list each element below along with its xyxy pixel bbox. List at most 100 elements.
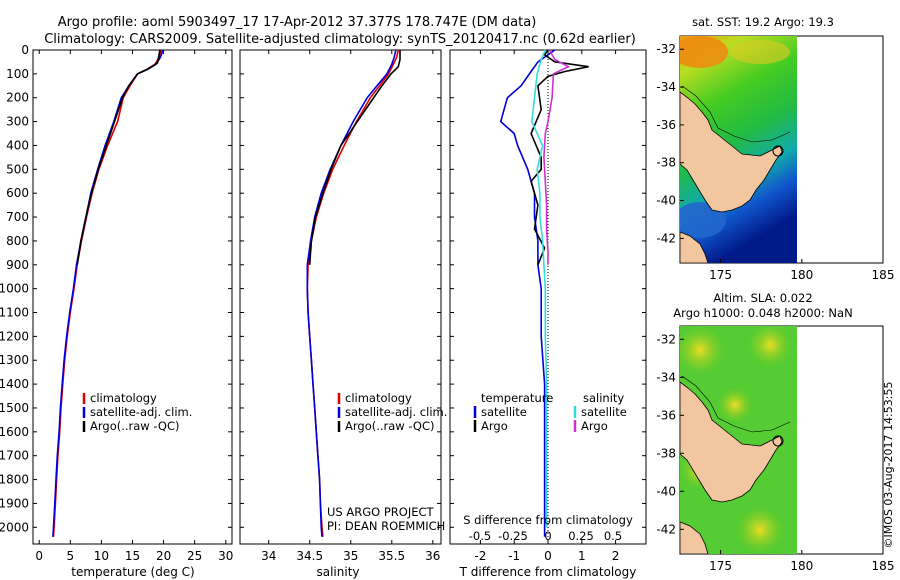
series-line <box>308 50 401 265</box>
x-tick-label: 35.5 <box>378 549 405 563</box>
s-difference-axis: -0.5 -0.25 0 0.25 0.5 <box>469 529 622 543</box>
depth-tick-label: 500 <box>6 162 29 176</box>
sst-warm-patch <box>680 36 728 68</box>
legend-label: satellite-adj. clim. <box>345 405 447 419</box>
x-tick-label: 2 <box>612 549 620 563</box>
salinity-panel: 34 34.5 35 35.5 36 climatologysatellite-adj.… <box>239 49 447 579</box>
depth-tick-label: 100 <box>6 67 29 81</box>
legend-label: climatology <box>90 391 157 405</box>
sst-yellow-patch <box>730 40 790 64</box>
depth-tick-label: 1300 <box>0 353 29 367</box>
difference-series <box>499 49 589 537</box>
depth-tick-label: 0 <box>21 43 29 57</box>
map-x-tick-label: 175 <box>709 559 732 573</box>
depth-tick-label: 1600 <box>0 425 29 439</box>
title-line-2: Climatology: CARS2009. Satellite-adjuste… <box>44 32 636 47</box>
series-line <box>52 49 162 537</box>
title-line-1: Argo profile: aoml 5903497_17 17-Apr-201… <box>58 15 537 30</box>
series-line <box>306 49 397 537</box>
temperature-axis: 0 5 10 15 20 25 30 <box>35 50 233 563</box>
x-tick-label: 15 <box>125 549 140 563</box>
s-difference-label: S difference from climatology <box>463 513 633 527</box>
depth-tick-label: 1000 <box>0 282 29 296</box>
x-tick-label: -1 <box>508 549 520 563</box>
t-difference-label: T difference from climatology <box>459 565 637 579</box>
x-tick-label: 20 <box>156 549 171 563</box>
sla-map-axes: 175 180 185 -32 -34 -36 -38 -40 -42 <box>656 332 894 573</box>
sst-map-title: sat. SST: 19.2 Argo: 19.3 <box>692 15 834 29</box>
x-tick-label: 35 <box>343 549 358 563</box>
x-tick-label: 34 <box>261 549 276 563</box>
s-tick-label: 0 <box>544 529 551 543</box>
x-tick-label: 0 <box>544 549 552 563</box>
depth-tick-label: 800 <box>6 234 29 248</box>
map-y-tick-label: -36 <box>656 408 676 422</box>
depth-tick-label: 200 <box>6 91 29 105</box>
map-x-tick-label: 180 <box>790 559 813 573</box>
depth-tick-label: 400 <box>6 138 29 152</box>
sla-patch-3 <box>717 387 753 423</box>
depth-tick-label: 1500 <box>0 401 29 415</box>
depth-tick-label: 2000 <box>0 520 29 534</box>
map-x-tick-label: 185 <box>872 559 895 573</box>
legend-label-s-satellite: satellite <box>581 405 627 419</box>
depth-tick-label: 700 <box>6 210 29 224</box>
salinity-xlabel: salinity <box>316 565 359 579</box>
sla-map-title-1: Altim. SLA: 0.022 <box>713 291 812 305</box>
depth-tick-label: 1400 <box>0 377 29 391</box>
legend-title-salinity: salinity <box>583 391 624 405</box>
x-tick-label: 36 <box>425 549 440 563</box>
imos-credit: ©IMOS 03-Aug-2017 14:53:55 <box>882 382 895 549</box>
x-tick-label: -2 <box>474 549 486 563</box>
depth-tick-label: 900 <box>6 258 29 272</box>
s-tick-label: -0.25 <box>498 529 528 543</box>
map-x-tick-label: 180 <box>790 268 813 282</box>
sla-land <box>680 381 783 503</box>
sla-southern-land <box>680 521 709 554</box>
t-difference-axis: -2 -1 0 1 2 <box>474 50 619 563</box>
depth-tick-label: 300 <box>6 115 29 129</box>
project-annotation: US ARGO PROJECT <box>327 505 435 519</box>
x-tick-label: 1 <box>578 549 586 563</box>
x-tick-label: 34.5 <box>296 549 323 563</box>
map-y-tick-label: -32 <box>656 42 676 56</box>
depth-tick-label: 1800 <box>0 473 29 487</box>
series-line <box>543 49 571 265</box>
map-y-tick-label: -40 <box>656 194 676 208</box>
sst-map: sat. SST: 19.2 Argo: 19.3 175 180 185 -32 -3… <box>656 15 894 282</box>
temperature-axes-box <box>32 49 233 545</box>
series-line <box>530 49 589 266</box>
x-tick-label: 25 <box>187 549 202 563</box>
sst-map-axes: 175 180 185 -32 -34 -36 -38 -40 -42 <box>656 42 894 282</box>
map-x-tick-label: 185 <box>872 268 895 282</box>
depth-tick-label: 1900 <box>0 496 29 510</box>
map-y-tick-label: -34 <box>656 370 676 384</box>
map-y-tick-label: -40 <box>656 484 676 498</box>
legend-label: Argo(..raw -QC) <box>90 419 180 433</box>
map-x-tick-label: 175 <box>709 268 732 282</box>
salinity-axes-box <box>239 49 442 545</box>
sla-patch-1 <box>680 326 725 375</box>
s-tick-label: 0.5 <box>604 529 622 543</box>
legend-label: climatology <box>345 391 412 405</box>
difference-panel: -2 -1 0 1 2 -0.5 -0.25 0 0.25 0.5 S difference f… <box>449 49 647 579</box>
map-y-tick-label: -38 <box>656 156 676 170</box>
s-tick-label: 0.25 <box>568 529 594 543</box>
salinity-axis: 34 34.5 35 35.5 36 <box>261 50 440 563</box>
series-line <box>76 49 161 265</box>
x-tick-label: 0 <box>35 549 43 563</box>
depth-tick-label: 1100 <box>0 306 29 320</box>
temperature-series <box>52 49 164 537</box>
temperature-xlabel: temperature (deg C) <box>71 565 194 579</box>
s-tick-label: -0.5 <box>469 529 491 543</box>
sla-map: Altim. SLA: 0.022 Argo h1000: 0.048 h200… <box>656 291 894 573</box>
sst-land <box>680 91 783 213</box>
sla-map-title-2: Argo h1000: 0.048 h2000: NaN <box>673 306 852 320</box>
series-line <box>52 49 164 537</box>
pi-annotation: PI: DEAN ROEMMICH <box>327 519 445 533</box>
salinity-series <box>306 49 401 537</box>
difference-legend: temperature salinity satellite Argo sate… <box>473 391 627 433</box>
sla-contour <box>681 375 791 433</box>
